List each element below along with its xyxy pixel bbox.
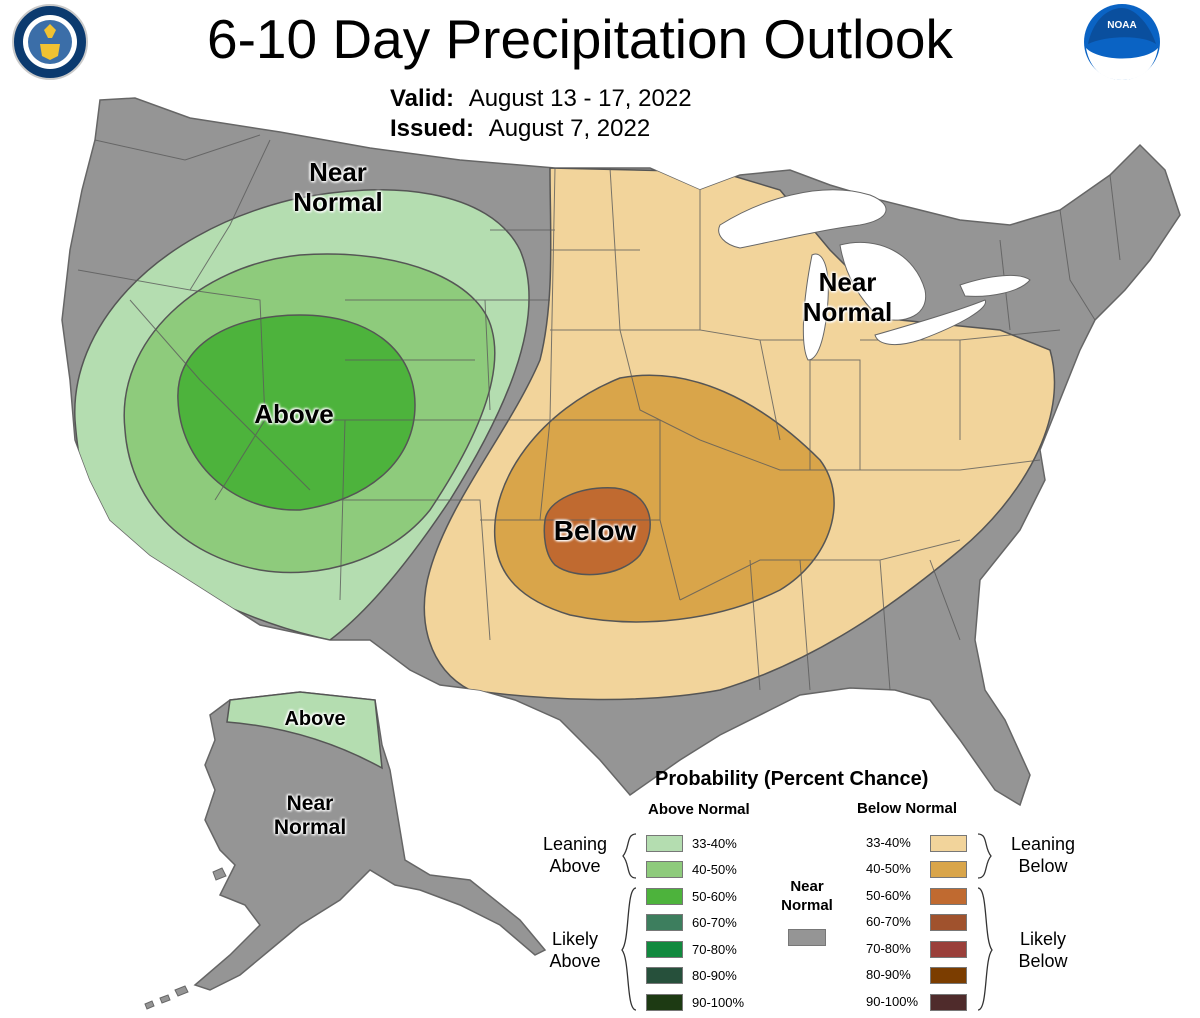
label-alaska-above: Above xyxy=(284,708,346,730)
legend-below-swatch xyxy=(930,888,967,905)
legend-title: Probability (Percent Chance) xyxy=(655,768,929,790)
legend-leaning-below: Leaning Below xyxy=(1010,834,1076,876)
legend-below-value: 33-40% xyxy=(866,835,911,850)
legend-below-value: 50-60% xyxy=(866,888,911,903)
valid-dates: August 13 - 17, 2022 xyxy=(468,85,692,112)
legend-below-swatch xyxy=(930,941,967,958)
legend-above-swatch xyxy=(646,967,683,984)
below-50-60-region xyxy=(543,487,651,576)
valid-label: Valid: xyxy=(390,85,455,112)
legend-above-swatch xyxy=(646,994,683,1011)
legend-above-swatch xyxy=(646,861,683,878)
legend-above-value: 70-80% xyxy=(692,942,737,957)
label-alaska-near-normal: Near Normal xyxy=(273,792,347,840)
above-50-60-region xyxy=(177,314,416,511)
legend-above-swatch xyxy=(646,914,683,931)
legend-below-value: 80-90% xyxy=(866,967,911,982)
legend-above-value: 60-70% xyxy=(692,915,737,930)
legend-below-swatch xyxy=(930,994,967,1011)
department-of-commerce-seal xyxy=(12,4,88,80)
legend-likely-below: Likely Below xyxy=(1018,929,1068,971)
great-lakes xyxy=(718,189,1031,361)
aleutian-islands xyxy=(144,867,227,1010)
noaa-logo xyxy=(1084,4,1160,80)
legend-below-value: 70-80% xyxy=(866,941,911,956)
issued-label: Issued: xyxy=(390,115,475,142)
legend-likely-above: Likely Above xyxy=(549,929,601,971)
legend-below-value: 90-100% xyxy=(866,994,919,1009)
legend-below-header: Below Normal xyxy=(857,800,958,817)
legend-below-value: 40-50% xyxy=(866,861,911,876)
alaska-land xyxy=(193,691,547,991)
page-title: 6-10 Day Precipitation Outlook xyxy=(207,8,953,70)
legend-above-value: 40-50% xyxy=(692,862,737,877)
legend-above-header: Above Normal xyxy=(648,801,750,818)
legend-near-normal-swatch xyxy=(788,929,826,946)
legend-above-swatch xyxy=(646,941,683,958)
label-west-above: Above xyxy=(254,399,334,429)
legend-above-value: 80-90% xyxy=(692,968,737,983)
legend-below-swatch xyxy=(930,861,967,878)
noaa-logo-text: NOAA xyxy=(1107,20,1137,31)
legend-leaning-above: Leaning Above xyxy=(542,834,608,876)
issued-line: Issued: August 7, 2022 xyxy=(390,114,650,144)
legend-below-value: 60-70% xyxy=(866,914,911,929)
legend-above-value: 33-40% xyxy=(692,836,737,851)
issued-date: August 7, 2022 xyxy=(488,115,651,142)
legend-above-swatch xyxy=(646,835,683,852)
label-central-below: Below xyxy=(553,515,637,546)
valid-line: Valid: August 13 - 17, 2022 xyxy=(390,84,692,114)
legend-below-swatch xyxy=(930,914,967,931)
legend-near-normal-label: Near Normal xyxy=(781,878,833,914)
legend-above-value: 90-100% xyxy=(692,995,745,1010)
legend-below-swatch xyxy=(930,835,967,852)
label-west-near-normal: Near Normal xyxy=(293,157,383,217)
legend-above-swatch xyxy=(646,888,683,905)
alaska-above-region xyxy=(226,691,383,770)
label-great-lakes-near-normal: Near Normal xyxy=(802,267,893,327)
legend-above-value: 50-60% xyxy=(692,889,737,904)
legend-below-swatch xyxy=(930,967,967,984)
